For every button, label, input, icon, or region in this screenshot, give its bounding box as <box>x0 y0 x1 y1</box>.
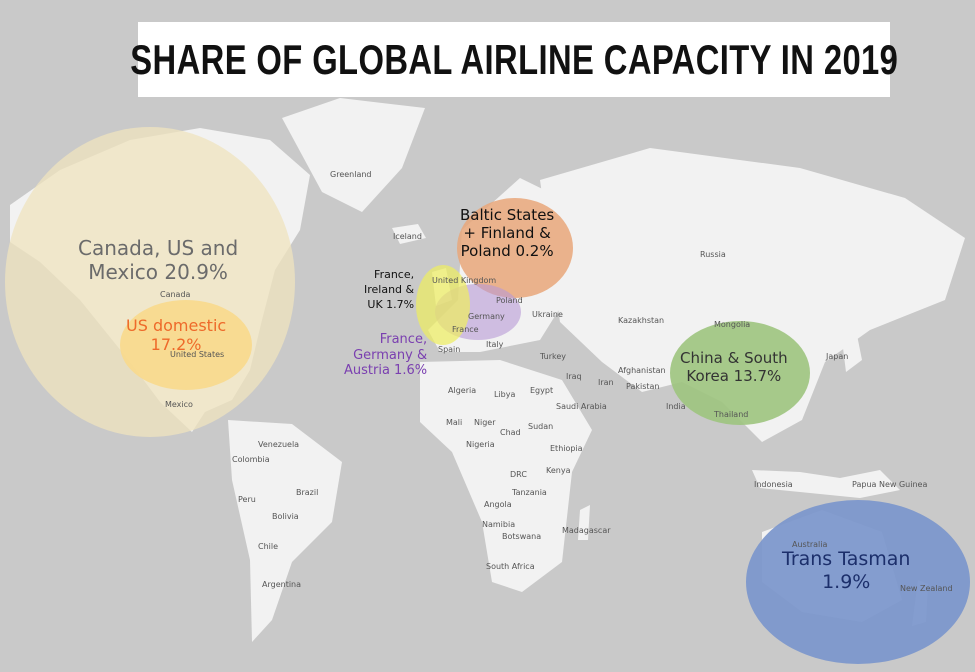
land-madagascar <box>578 505 590 540</box>
country-label: Turkey <box>540 352 567 361</box>
annotation-line: France, <box>379 332 428 347</box>
country-label: Algeria <box>448 386 477 395</box>
country-label: Madagascar <box>562 526 611 535</box>
highlight-us-domestic <box>120 300 252 390</box>
country-label: Argentina <box>262 580 302 589</box>
country-label: Mali <box>446 418 463 427</box>
country-label: United States <box>170 350 225 359</box>
highlight-china-korea <box>670 321 810 425</box>
land-greenland <box>282 98 425 212</box>
land-iceland <box>392 224 426 244</box>
land-south-america <box>228 420 342 642</box>
annotation-line: Ireland & <box>364 282 415 296</box>
country-label: Venezuela <box>258 440 300 449</box>
annotation-uk-ireland: France, Ireland & UK 1.7% <box>364 268 414 313</box>
annotation-line: 17.2% <box>150 335 202 355</box>
land-japan <box>842 330 862 372</box>
country-label: Chile <box>258 542 279 551</box>
country-label: Germany <box>468 312 505 321</box>
country-label: Mexico <box>165 400 193 409</box>
annotation-line: Austria 1.6% <box>344 363 428 379</box>
annotation-line: Mexico 20.9% <box>88 260 228 284</box>
country-label: United Kingdom <box>432 276 497 285</box>
country-label: Kazakhstan <box>618 316 665 325</box>
annotation-baltic: Baltic States + Finland & Poland 0.2% <box>460 206 554 260</box>
chart-title: SHARE OF GLOBAL AIRLINE CAPACITY IN 2019 <box>130 35 898 83</box>
country-label: Canada <box>160 290 191 299</box>
country-label: South Africa <box>486 562 535 571</box>
annotation-china-korea: China & South Korea 13.7% <box>680 349 788 385</box>
highlight-trans-tasman <box>746 500 970 664</box>
country-label: Russia <box>700 250 726 259</box>
country-label: Italy <box>486 340 504 349</box>
country-label: Niger <box>474 418 496 427</box>
annotation-central-europe: France, Germany & Austria 1.6% <box>344 332 427 379</box>
annotation-us-domestic: US domestic 17.2% <box>126 316 226 354</box>
country-label: Angola <box>484 500 512 509</box>
country-label: Nigeria <box>466 440 495 449</box>
country-label: Brazil <box>296 488 319 497</box>
country-label: Indonesia <box>754 480 793 489</box>
country-label: India <box>666 402 686 411</box>
country-label: Iceland <box>393 232 422 241</box>
highlight-baltic <box>457 198 573 298</box>
country-label: Tanzania <box>512 488 547 497</box>
country-label: Mongolia <box>714 320 751 329</box>
country-label: Saudi Arabia <box>556 402 607 411</box>
region-highlights <box>5 127 970 664</box>
annotation-line: 1.9% <box>822 570 871 593</box>
country-label: Poland <box>496 296 523 305</box>
country-label: Chad <box>500 428 521 437</box>
country-label: Colombia <box>232 455 270 464</box>
annotation-line: Poland 0.2% <box>460 242 554 260</box>
annotation-north-america: Canada, US and Mexico 20.9% <box>78 236 238 284</box>
country-label: Iraq <box>566 372 582 381</box>
country-label: Botswana <box>502 532 542 541</box>
annotation-line: Korea 13.7% <box>686 367 782 385</box>
land-indonesia <box>752 470 900 498</box>
country-label: New Zealand <box>900 584 953 593</box>
annotation-line: China & South <box>680 349 788 367</box>
annotation-line: Canada, US and <box>78 236 239 260</box>
country-label: Ethiopia <box>550 444 583 453</box>
annotation-line: France, <box>374 268 415 281</box>
annotation-trans-tasman: Trans Tasman 1.9% <box>782 548 910 594</box>
country-label: Kenya <box>546 466 571 475</box>
country-label: Spain <box>438 345 461 354</box>
land-asia <box>540 148 965 442</box>
annotation-line: Germany & <box>353 347 428 363</box>
annotation-line: US domestic <box>126 316 227 335</box>
country-label: Greenland <box>330 170 372 179</box>
annotation-line: UK 1.7% <box>367 297 415 311</box>
country-label: Namibia <box>482 520 516 529</box>
country-label: Peru <box>238 495 256 504</box>
country-label: Thailand <box>714 410 749 419</box>
country-label: Australia <box>792 540 828 549</box>
country-label: Bolivia <box>272 512 299 521</box>
land-africa <box>420 360 592 592</box>
country-label: Sudan <box>528 422 554 431</box>
country-label: Japan <box>826 352 849 361</box>
country-label: Afghanistan <box>618 366 666 375</box>
country-label: Iran <box>598 378 614 387</box>
annotation-line: + Finland & <box>463 224 551 242</box>
annotation-line: Trans Tasman <box>782 548 911 570</box>
country-label: Pakistan <box>626 382 660 391</box>
country-label: Egypt <box>530 386 554 395</box>
highlight-uk-ireland <box>416 265 470 345</box>
title-banner: SHARE OF GLOBAL AIRLINE CAPACITY IN 2019 <box>130 22 898 97</box>
country-label: Libya <box>494 390 516 399</box>
country-label: Ukraine <box>532 310 563 319</box>
country-label: France <box>452 325 479 334</box>
annotation-line: Baltic States <box>460 206 555 224</box>
country-label: Papua New Guinea <box>852 480 928 489</box>
country-label: DRC <box>510 470 527 479</box>
